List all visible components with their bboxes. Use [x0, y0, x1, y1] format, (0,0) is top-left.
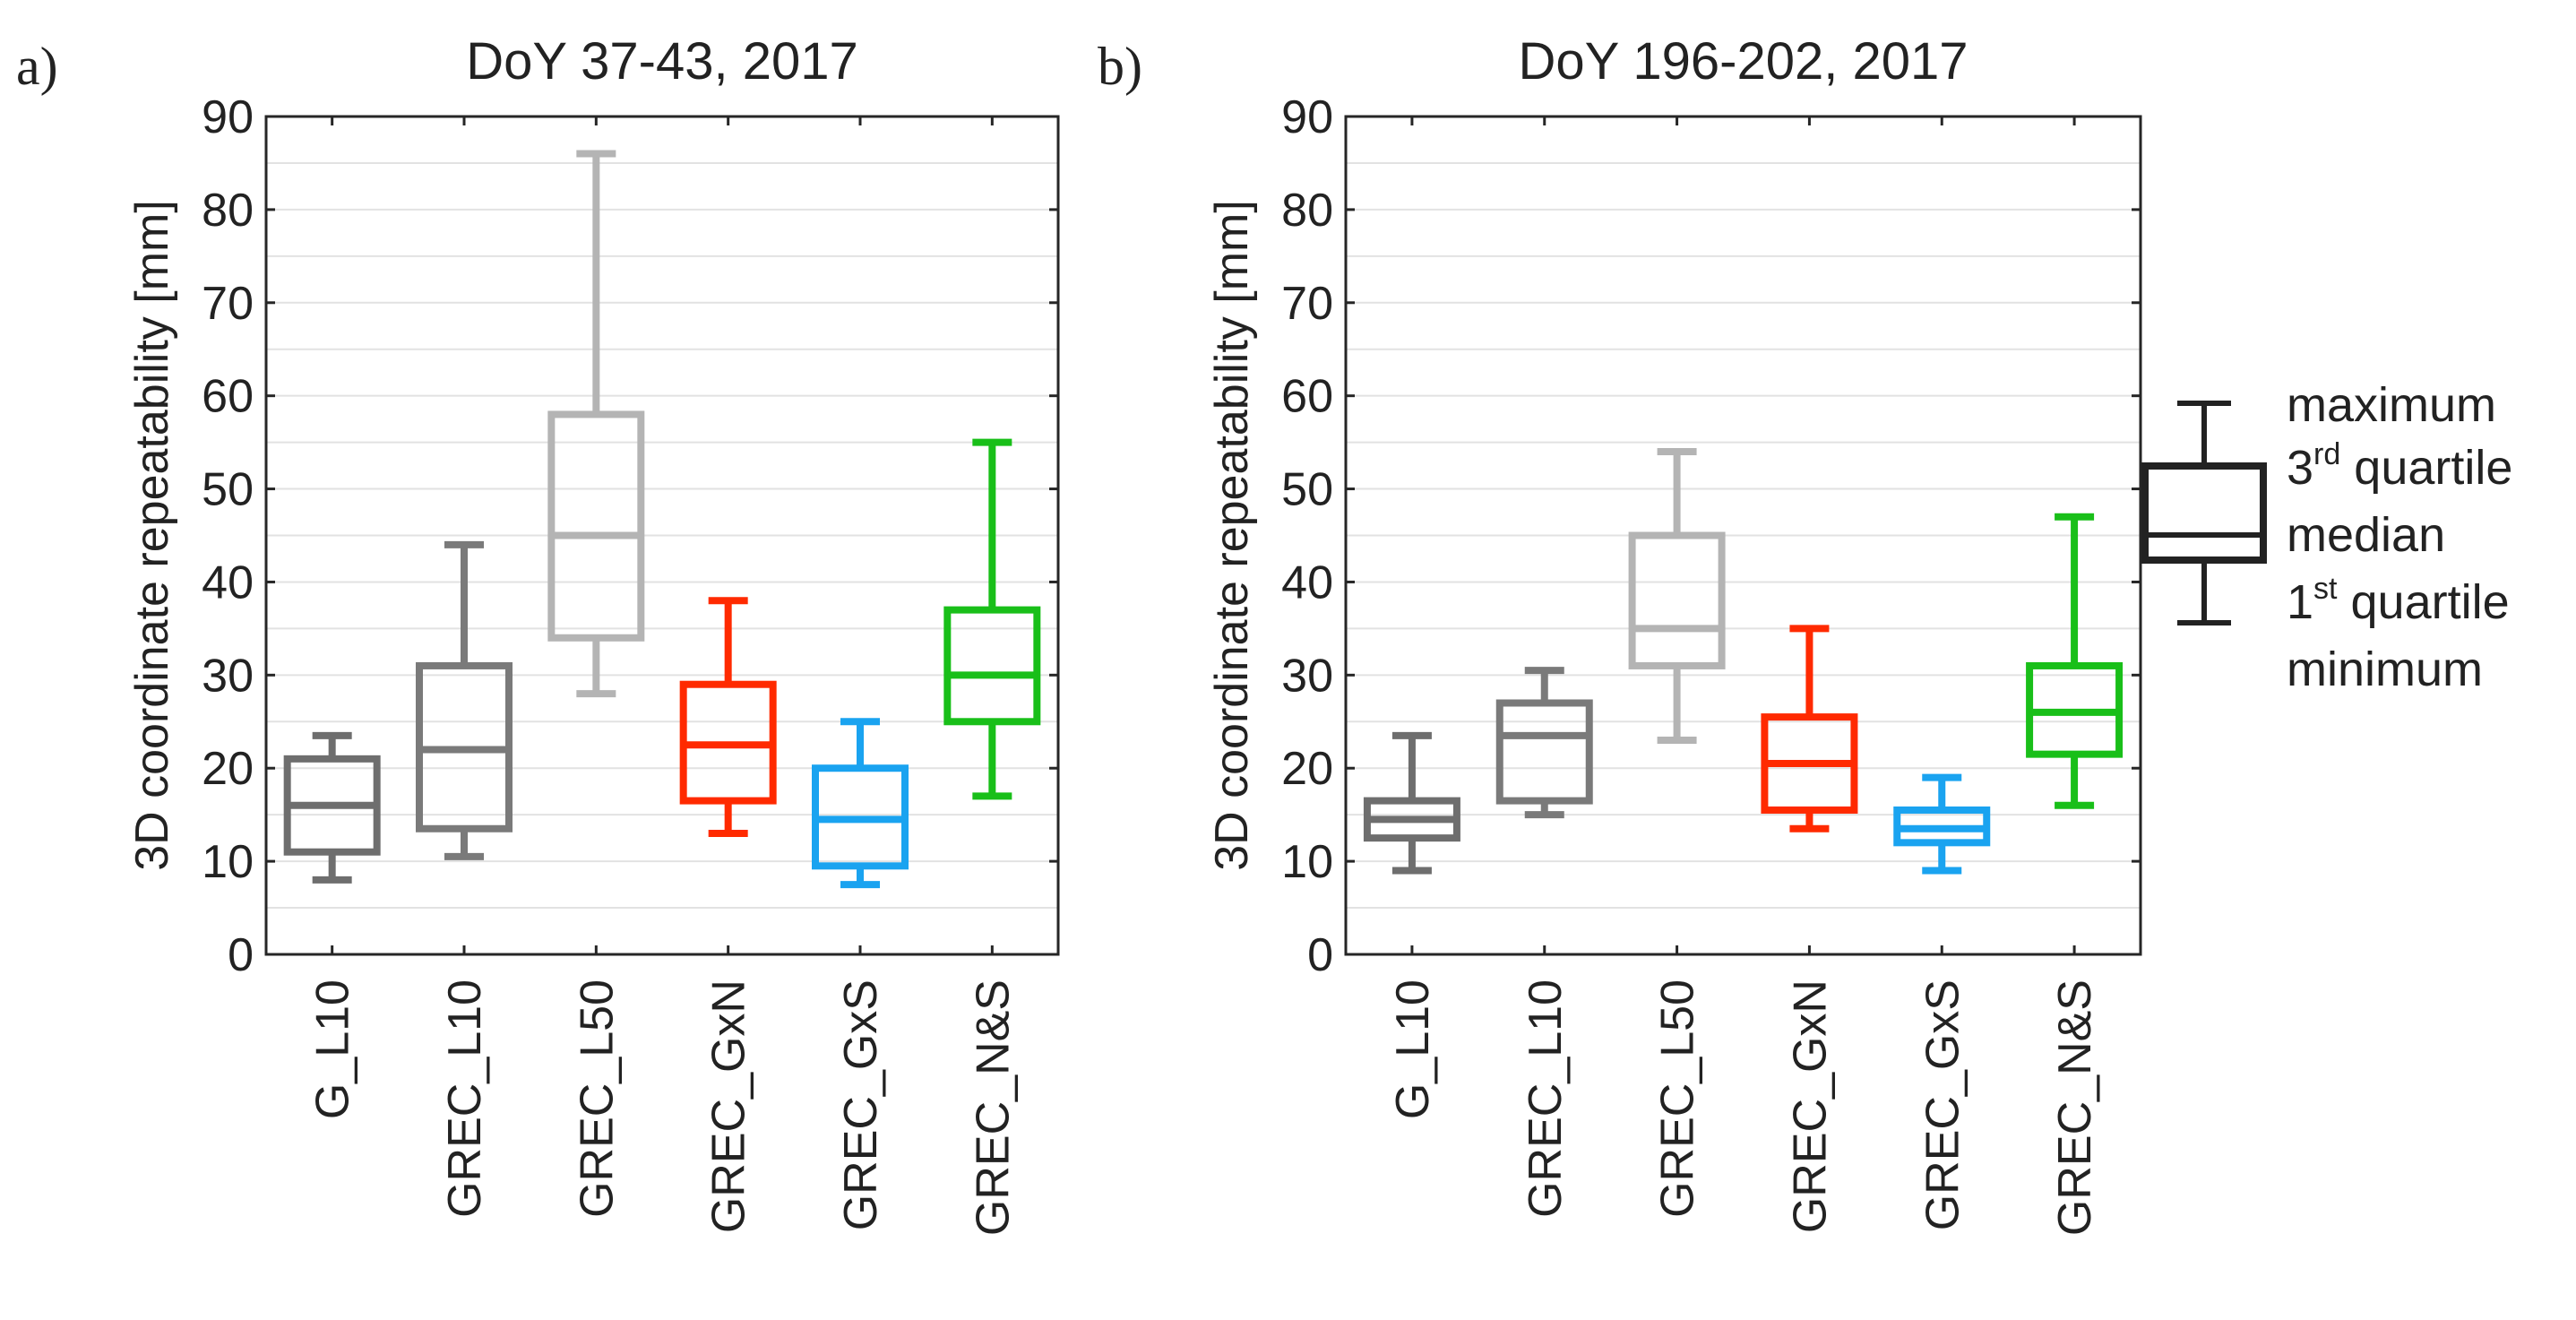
y-tick-label: 60	[202, 371, 254, 423]
iqr-box	[547, 410, 645, 642]
panel-b-letter: b)	[1098, 37, 1142, 96]
panel-b-chart: 0 10 20 30 40 50 60 70 80 90 DoY 196-202, 2017 3D c…	[1206, 32, 2142, 1236]
box-grec-n-s	[2026, 513, 2124, 809]
y-axis-label: 3D coordinate repeatability [mm]	[1206, 200, 1258, 871]
y-tick-label: 80	[1281, 185, 1333, 237]
box-grec-gxn	[1761, 625, 1858, 833]
box-grec-n-s	[943, 438, 1041, 800]
y-tick-label: 90	[1281, 91, 1333, 143]
box-grec-gxs	[812, 718, 909, 889]
y-tick-label: 10	[1281, 836, 1333, 888]
iqr-box	[1495, 699, 1593, 805]
y-tick-label: 30	[1281, 650, 1333, 702]
x-tick-label: GREC_N&S	[2049, 979, 2101, 1236]
x-tick-label: GREC_L10	[439, 979, 491, 1218]
x-tick-label: GREC_GxN	[1784, 979, 1836, 1233]
y-tick-label: 40	[202, 556, 254, 608]
iqr-box	[943, 606, 1041, 726]
x-tick-label: GREC_N&S	[967, 979, 1019, 1236]
box-grec-gxn	[679, 597, 777, 837]
box-g-l10	[283, 731, 381, 884]
y-tick-label: 60	[1281, 371, 1333, 423]
y-tick-label: 40	[1281, 556, 1333, 608]
box-g-l10	[1363, 731, 1460, 875]
x-tick-label: G_L10	[307, 979, 359, 1119]
box-legend: maximum 3rd quartile median 1st quartile…	[2141, 378, 2512, 696]
box-grec-l50	[1628, 448, 1726, 745]
x-tick-label: GREC_L50	[1652, 979, 1704, 1218]
y-tick-label: 70	[1281, 278, 1333, 330]
legend-label-q3: 3rd quartile	[2287, 437, 2512, 495]
box-grec-l10	[416, 540, 513, 860]
legend-label-median: median	[2287, 508, 2445, 562]
y-tick-label: 30	[202, 650, 254, 702]
legend-label-minimum: minimum	[2287, 643, 2483, 696]
y-axis-label: 3D coordinate repeatability [mm]	[126, 200, 178, 871]
plot-frame	[1344, 115, 2142, 956]
y-tick-label: 80	[202, 185, 254, 237]
x-tick-label: GREC_L10	[1520, 979, 1572, 1218]
box-grec-gxs	[1893, 773, 1991, 875]
box-grec-l10	[1495, 667, 1593, 819]
x-tick-label: GREC_L50	[571, 979, 623, 1218]
box-grec-l50	[547, 150, 645, 698]
y-tick-label: 70	[202, 278, 254, 330]
plot-frame	[264, 115, 1060, 956]
panel-a-letter: a)	[16, 37, 58, 96]
y-tick-label: 0	[1307, 929, 1333, 981]
y-tick-label: 20	[1281, 743, 1333, 795]
legend-box	[2141, 462, 2267, 564]
y-tick-label: 10	[202, 836, 254, 888]
y-tick-label: 50	[202, 464, 254, 516]
y-tick-label: 20	[202, 743, 254, 795]
y-tick-label: 50	[1281, 464, 1333, 516]
iqr-box	[1628, 531, 1726, 669]
x-tick-label: GREC_GxS	[835, 979, 887, 1230]
legend-label-q1: 1st quartile	[2287, 572, 2510, 629]
chart-title: DoY 37-43, 2017	[466, 32, 858, 91]
x-tick-label: GREC_GxS	[1917, 979, 1969, 1230]
x-tick-label: G_L10	[1387, 979, 1439, 1119]
panel-a-chart: 0 10 20 30 40 50 60 70 80 90 DoY 37-43, 2017 3D coo…	[126, 32, 1060, 1236]
y-tick-label: 0	[228, 929, 254, 981]
y-tick-label: 90	[202, 91, 254, 143]
chart-title: DoY 196-202, 2017	[1518, 32, 1968, 91]
legend-label-maximum: maximum	[2287, 378, 2496, 432]
x-tick-label: GREC_GxN	[703, 979, 755, 1233]
